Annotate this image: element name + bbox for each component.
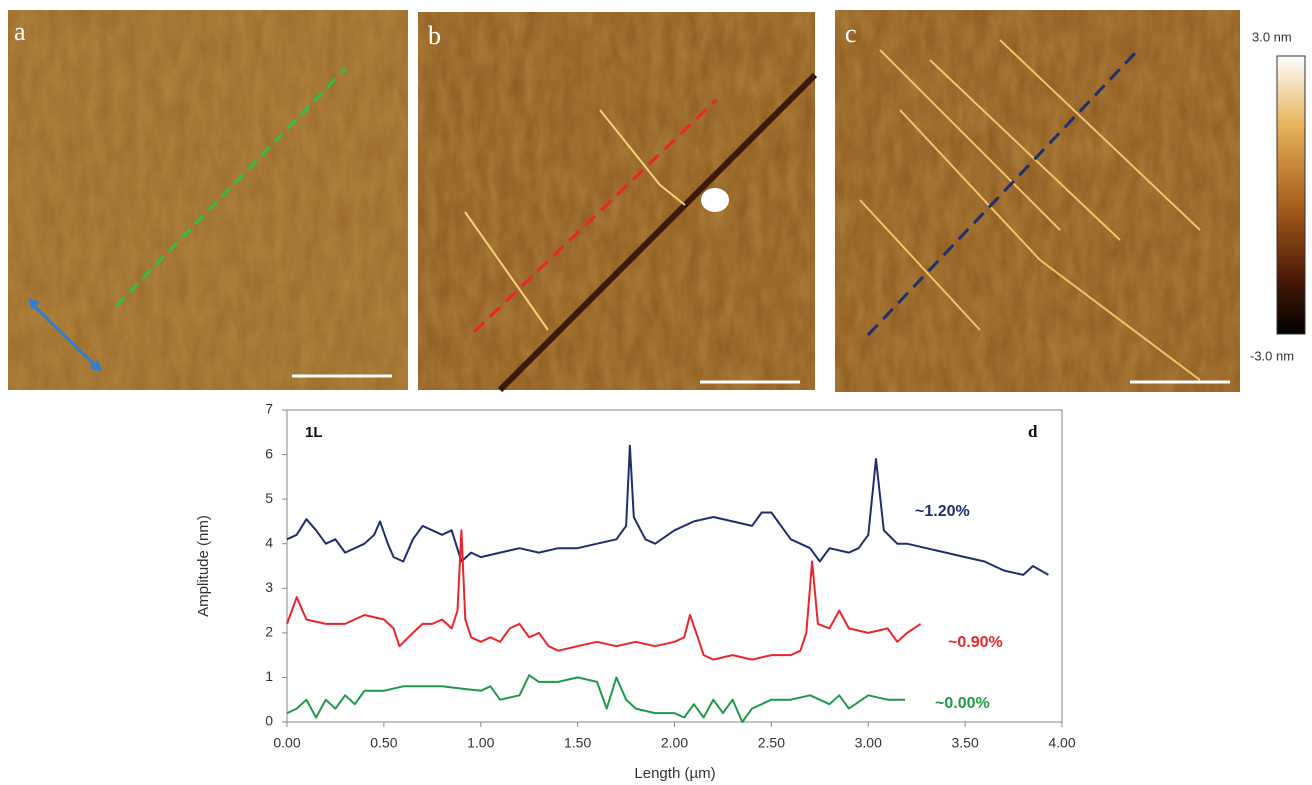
afm-image-a: a <box>8 10 408 390</box>
x-tick-label: 1.00 <box>467 735 494 751</box>
series-label: ~0.00% <box>935 695 990 712</box>
data-line <box>286 674 906 723</box>
x-tick-label: 0.50 <box>370 735 397 751</box>
panel-label: b <box>428 21 441 50</box>
y-tick-label: 5 <box>265 490 273 506</box>
series-label: ~1.20% <box>915 503 970 520</box>
y-axis-title: Amplitude (nm) <box>195 515 212 617</box>
y-tick-label: 0 <box>265 713 273 729</box>
x-tick-label: 1.50 <box>564 735 591 751</box>
plot-frame <box>286 409 1063 723</box>
x-axis-title: Length (µm) <box>634 765 715 782</box>
x-tick-label: 2.00 <box>661 735 688 751</box>
panel-label: a <box>14 17 26 46</box>
panel-label: 1L <box>305 424 323 441</box>
data-line <box>286 529 922 661</box>
x-tick-label: 4.00 <box>1048 735 1075 751</box>
afm-image-c: c <box>835 10 1240 392</box>
colorbar-max: 3.0 nm <box>1252 29 1292 44</box>
series-label: ~0.90% <box>948 634 1003 651</box>
y-tick-label: 1 <box>265 668 273 684</box>
x-tick-label: 2.50 <box>758 735 785 751</box>
afm-image-b: b <box>418 12 818 393</box>
data-line <box>286 444 1049 576</box>
colorbar-min: -3.0 nm <box>1250 348 1294 363</box>
y-tick-label: 3 <box>265 579 273 595</box>
y-tick-label: 6 <box>265 445 273 461</box>
x-tick-label: 3.00 <box>855 735 882 751</box>
y-tick-label: 7 <box>265 401 273 417</box>
colorbar: 3.0 nm -3.0 nm <box>1250 29 1306 363</box>
panel-label: c <box>845 19 857 48</box>
panel-label: d <box>1028 422 1038 441</box>
y-tick-label: 4 <box>265 534 273 550</box>
y-tick-label: 2 <box>265 624 273 640</box>
x-tick-label: 3.50 <box>952 735 979 751</box>
x-tick-label: 0.00 <box>273 735 300 751</box>
